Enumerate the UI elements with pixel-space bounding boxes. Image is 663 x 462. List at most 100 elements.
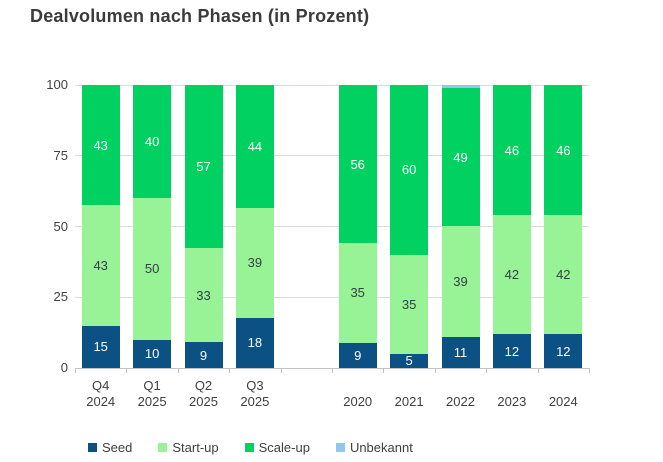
bar-value-label: 49 xyxy=(453,149,468,165)
legend: Seed Start-up Scale-up Unbekannt xyxy=(88,440,413,455)
bar-segment-scale-up: 43 xyxy=(81,85,120,206)
chart-title: Dealvolumen nach Phasen (in Prozent) xyxy=(30,6,370,26)
y-axis-label-0: 0 xyxy=(60,360,68,375)
bar-2024: 46 42 12 xyxy=(544,85,583,368)
x-axis-label-line: Q4 xyxy=(92,378,110,393)
bar-segment-start-up: 42 xyxy=(492,215,531,335)
bar-value-label: 9 xyxy=(354,347,362,363)
bar-value-label: 18 xyxy=(247,335,263,351)
bar-2020: 56 35 9 xyxy=(338,85,377,368)
x-axis-label-line: 2020 xyxy=(343,394,373,409)
bar-segment-start-up: 35 xyxy=(338,243,377,343)
bar-q4-2024: 43 43 15 xyxy=(81,85,120,368)
x-axis-label-line: 2021 xyxy=(394,394,424,409)
x-axis-label-q2-2025: Q2 2025 xyxy=(178,376,229,410)
legend-label: Seed xyxy=(102,440,133,455)
bar-value-label: 42 xyxy=(504,267,520,283)
gridline-50 xyxy=(75,226,589,227)
bar-segment-seed: 12 xyxy=(492,334,531,368)
bar-segment-scale-up: 40 xyxy=(133,85,172,199)
bar-value-label: 40 xyxy=(144,134,160,150)
bar-q3-2025: 44 39 18 xyxy=(235,85,274,368)
legend-label: Unbekannt xyxy=(349,440,413,455)
x-axis-label-2022: 2022 xyxy=(435,376,486,410)
bar-value-label: 39 xyxy=(247,255,263,271)
x-axis-tick xyxy=(281,368,282,373)
bar-segment-seed: 15 xyxy=(81,325,120,368)
legend-label: Start-up xyxy=(172,440,219,455)
x-axis-label-line: Q1 xyxy=(143,378,161,393)
gridline-25 xyxy=(75,296,589,298)
bar-segment-seed: 18 xyxy=(235,317,274,368)
bar-value-label: 35 xyxy=(350,285,365,301)
x-axis-tick xyxy=(383,368,384,373)
bar-2021: 60 35 5 xyxy=(390,85,429,369)
bar-segment-start-up: 39 xyxy=(235,208,274,318)
bar-segment-seed: 12 xyxy=(544,334,583,368)
bar-value-label: 10 xyxy=(144,346,160,362)
bar-value-label: 57 xyxy=(196,158,211,174)
bar-2022: 49 39 11 xyxy=(441,85,480,368)
legend-item-unbekannt: Unbekannt xyxy=(335,440,413,455)
bar-segment-start-up: 39 xyxy=(441,226,480,337)
bar-segment-scale-up: 57 xyxy=(184,85,223,248)
bar-segment-start-up: 33 xyxy=(184,247,223,343)
bar-segment-start-up: 35 xyxy=(390,254,429,354)
bar-segment-seed: 5 xyxy=(390,353,429,369)
x-axis-tick xyxy=(435,368,436,373)
x-axis-label-line: 2024 xyxy=(86,394,116,409)
bar-segment-scale-up: 46 xyxy=(544,85,583,216)
x-axis-label-2020: 2020 xyxy=(332,376,383,410)
legend-swatch-unbekannt xyxy=(335,443,345,452)
bar-segment-seed: 11 xyxy=(441,336,480,368)
x-axis-tick xyxy=(75,368,76,373)
bar-value-label: 39 xyxy=(453,274,468,290)
x-axis-label-q3-2025: Q3 2025 xyxy=(229,376,280,410)
bar-segment-scale-up: 44 xyxy=(235,85,274,209)
x-axis-label-2021: 2021 xyxy=(383,376,434,410)
x-axis-tick xyxy=(486,368,487,373)
bar-value-label: 12 xyxy=(556,343,571,359)
bar-value-label: 50 xyxy=(144,261,160,277)
x-axis-label-line: Q3 xyxy=(246,378,264,393)
x-axis-label-line: 2025 xyxy=(137,394,167,409)
x-axis-tick xyxy=(332,368,333,373)
bar-segment-scale-up: 56 xyxy=(338,85,377,244)
bar-segment-start-up: 43 xyxy=(81,205,120,326)
bar-value-label: 43 xyxy=(93,258,108,274)
x-axis-tick xyxy=(589,368,590,373)
x-axis-label-line: 2023 xyxy=(497,394,527,409)
x-axis-tick xyxy=(538,368,539,373)
bar-value-label: 43 xyxy=(93,137,108,153)
bar-value-label: 35 xyxy=(401,296,417,312)
bar-value-label: 44 xyxy=(247,139,263,155)
bar-value-label: 42 xyxy=(556,267,571,283)
bar-value-label: 5 xyxy=(405,353,413,369)
legend-swatch-scale-up xyxy=(244,443,254,452)
bar-segment-scale-up: 60 xyxy=(390,85,429,255)
y-axis-label-50: 50 xyxy=(53,218,68,234)
gridline-75 xyxy=(75,155,589,157)
bar-segment-scale-up: 49 xyxy=(441,87,480,227)
bar-value-label: 46 xyxy=(556,142,571,158)
bar-segment-seed: 9 xyxy=(184,342,223,368)
legend-item-scale-up: Scale-up xyxy=(244,440,310,455)
bar-segment-seed: 10 xyxy=(133,339,172,368)
x-axis-label-2023: 2023 xyxy=(486,376,537,410)
y-axis-label-25: 25 xyxy=(53,289,68,305)
x-axis-tick xyxy=(178,368,179,373)
bar-segment-start-up: 50 xyxy=(133,198,172,340)
legend-swatch-start-up xyxy=(158,443,168,452)
bar-q1-2025: 40 50 10 xyxy=(133,85,172,368)
x-axis-label-line: Q2 xyxy=(194,378,213,393)
bar-value-label: 56 xyxy=(350,156,365,172)
legend-item-start-up: Start-up xyxy=(158,440,219,455)
y-axis-label-100: 100 xyxy=(46,77,68,92)
legend-swatch-seed xyxy=(88,443,97,452)
bar-value-label: 46 xyxy=(504,142,520,158)
bar-segment-unbekannt xyxy=(441,85,480,88)
x-axis-label-line: 2024 xyxy=(548,394,578,409)
legend-label: Scale-up xyxy=(258,440,310,455)
bar-segment-seed: 9 xyxy=(338,342,377,368)
